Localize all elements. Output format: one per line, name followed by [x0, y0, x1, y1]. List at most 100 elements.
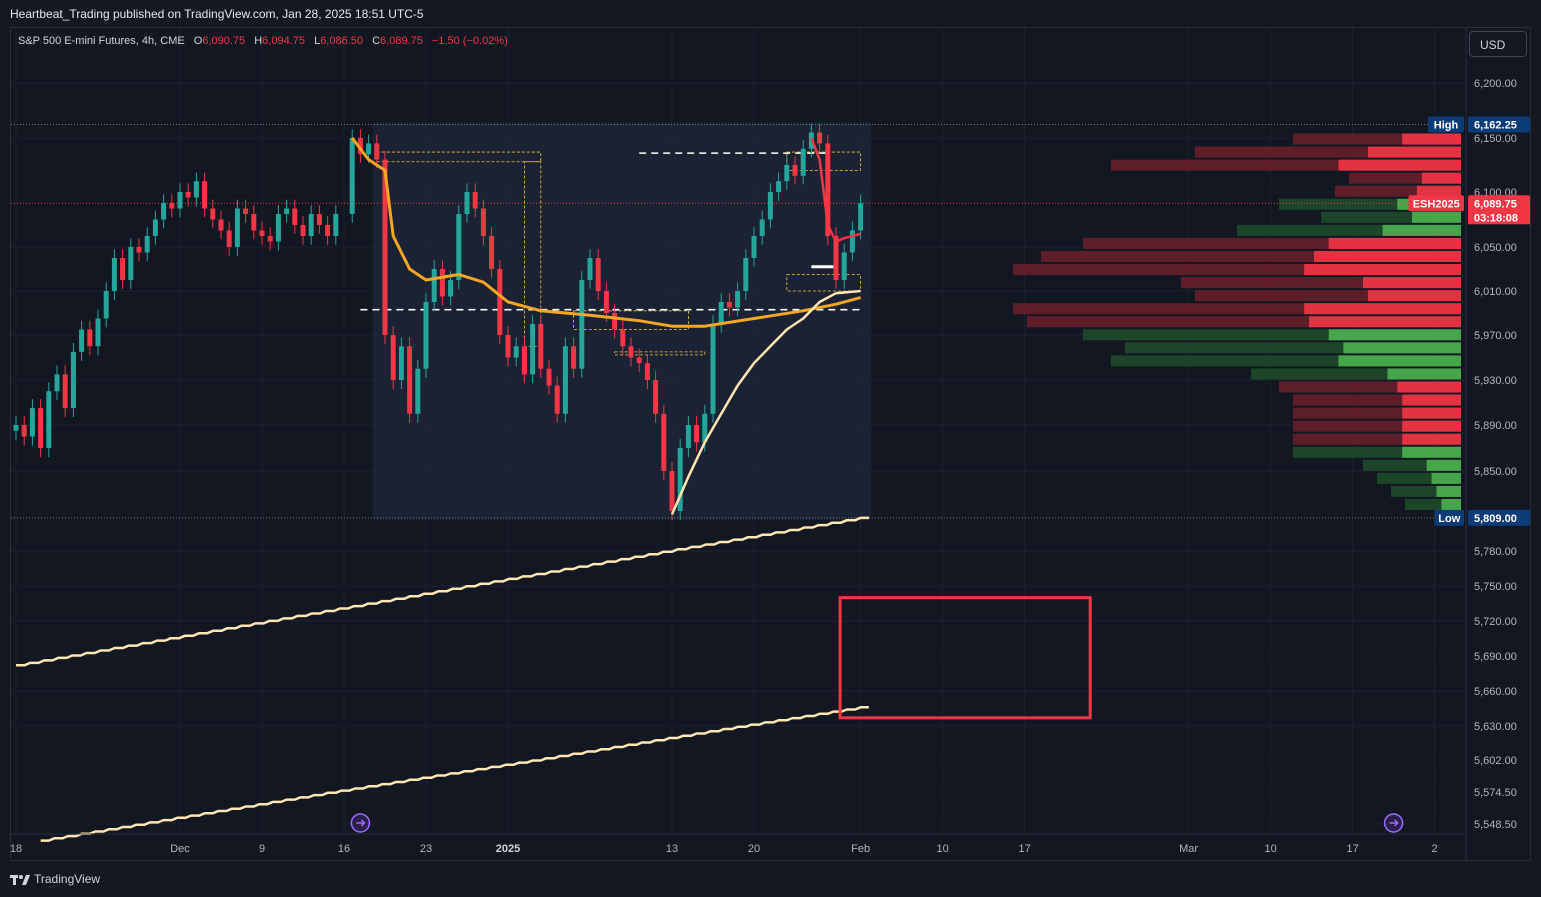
tradingview-logo[interactable]: TradingView	[10, 872, 100, 886]
volume-profile-row	[1125, 342, 1461, 354]
time-axis[interactable]: 18 Dec 9 16 23 2025 13 20 Feb 10 17 Mar 10 17 2	[11, 833, 1466, 855]
volume-profile-row	[1405, 498, 1461, 510]
candle-body	[54, 374, 60, 392]
price-tick-label: 5,720.00	[1474, 616, 1517, 628]
candle-body	[218, 219, 224, 231]
price-tag-box	[1468, 195, 1530, 212]
volume-profile-row	[1111, 159, 1461, 171]
date-tick-label: 10	[936, 843, 948, 855]
price-chart[interactable]: 6,200.006,150.006,100.006,050.006,010.00…	[11, 28, 1532, 862]
candle-body	[423, 302, 429, 369]
candle-body	[800, 148, 806, 176]
candle-body	[292, 208, 298, 225]
candle-body	[161, 203, 167, 220]
candle-body	[521, 346, 527, 375]
candle-body	[694, 425, 700, 443]
tradingview-brand: TradingView	[34, 872, 101, 886]
price-tag-box	[1468, 116, 1530, 133]
candle-body	[210, 208, 216, 220]
price-tag-value: 6,162.25	[1474, 120, 1517, 132]
candle-body	[530, 324, 536, 375]
candle-body	[333, 214, 339, 236]
countdown-value: 03:18:08	[1474, 212, 1518, 224]
candle-body	[120, 258, 126, 280]
volume-profile-row	[1335, 185, 1461, 197]
candle-body	[595, 258, 601, 291]
candle-body	[202, 181, 208, 209]
volume-profile-row	[1363, 459, 1461, 471]
candle-body	[185, 192, 191, 198]
volume-profile-row-inner	[1387, 368, 1461, 380]
candle-body	[767, 192, 773, 220]
vwap-line	[351, 137, 861, 328]
price-tick-label: 6,010.00	[1474, 286, 1517, 298]
volume-profile-row-inner	[1397, 381, 1461, 393]
candle-body	[70, 351, 76, 409]
price-axis[interactable]: 6,200.006,150.006,100.006,050.006,010.00…	[1465, 28, 1517, 862]
volume-profile-row	[1195, 290, 1461, 302]
volume-profile-row	[1321, 211, 1461, 223]
date-tick-label: Mar	[1179, 843, 1198, 855]
candle-body	[234, 208, 240, 247]
volume-profile	[1013, 133, 1461, 510]
volume-profile-row	[1293, 446, 1461, 458]
candle-body	[103, 291, 109, 319]
price-tag-label: Low	[1438, 513, 1460, 525]
price-tick-label: 5,750.00	[1474, 581, 1517, 593]
candle-body	[448, 280, 454, 297]
candle-body	[833, 236, 839, 280]
candle-body	[349, 138, 355, 214]
volume-profile-row	[1391, 485, 1461, 497]
candle-body	[628, 346, 634, 358]
event-marker-icon[interactable]	[1383, 813, 1404, 833]
volume-profile-row-inner	[1304, 264, 1461, 276]
price-tick-label: 5,630.00	[1474, 721, 1517, 733]
volume-profile-row	[1195, 146, 1461, 158]
candle-body	[13, 425, 19, 431]
price-tick-label: 5,890.00	[1474, 420, 1517, 432]
candle-body	[612, 313, 618, 330]
candle-body	[169, 203, 175, 209]
candle-body	[620, 329, 626, 347]
volume-profile-row-inner	[1338, 355, 1461, 367]
price-tick-label: 6,200.00	[1474, 78, 1517, 90]
price-tick-label: 5,574.50	[1474, 787, 1517, 799]
price-tick-label: 5,660.00	[1474, 686, 1517, 698]
candle-body	[316, 214, 322, 225]
candle-body	[431, 269, 437, 302]
chart-panel[interactable]: 6,200.00 6,150.00 6,100.00 6,050.00 6,010.00…	[10, 27, 1532, 862]
volume-profile-row	[1293, 433, 1461, 445]
candle-body	[538, 324, 544, 369]
candle-body	[571, 346, 577, 369]
volume-profile-row-inner	[1382, 224, 1461, 236]
candle-body	[95, 318, 101, 347]
candle-body	[685, 425, 691, 448]
candle-body	[726, 302, 732, 308]
volume-profile-row	[1293, 420, 1461, 432]
candle-body	[480, 208, 486, 236]
volume-profile-row	[1293, 407, 1461, 419]
symbol-legend: S&P 500 E-mini Futures, 4h, CME O6,090.7…	[18, 35, 508, 47]
price-tag-label-box	[1434, 509, 1464, 526]
currency-button[interactable]: USD	[1469, 31, 1527, 57]
candle-body	[29, 408, 35, 437]
candle-body	[661, 413, 667, 471]
volume-profile-row-inner	[1338, 159, 1461, 171]
candle-body	[111, 258, 117, 291]
date-tick-label: Feb	[851, 843, 870, 855]
volume-profile-row	[1237, 224, 1461, 236]
event-marker-icon[interactable]	[350, 813, 371, 833]
candle-body	[456, 214, 462, 280]
candle-body	[653, 380, 659, 414]
candle-body	[267, 236, 273, 242]
volume-profile-row-inner	[1343, 342, 1461, 354]
countdown-box	[1468, 210, 1530, 225]
price-tick-label: 5,602.00	[1474, 755, 1517, 767]
candle-body	[390, 335, 396, 380]
candle-body	[489, 236, 495, 269]
volume-profile-row	[1013, 264, 1461, 276]
candle-body	[776, 181, 782, 192]
candle-body	[710, 324, 716, 414]
open-label: O	[193, 35, 203, 47]
date-tick-label: 2	[1432, 843, 1438, 855]
